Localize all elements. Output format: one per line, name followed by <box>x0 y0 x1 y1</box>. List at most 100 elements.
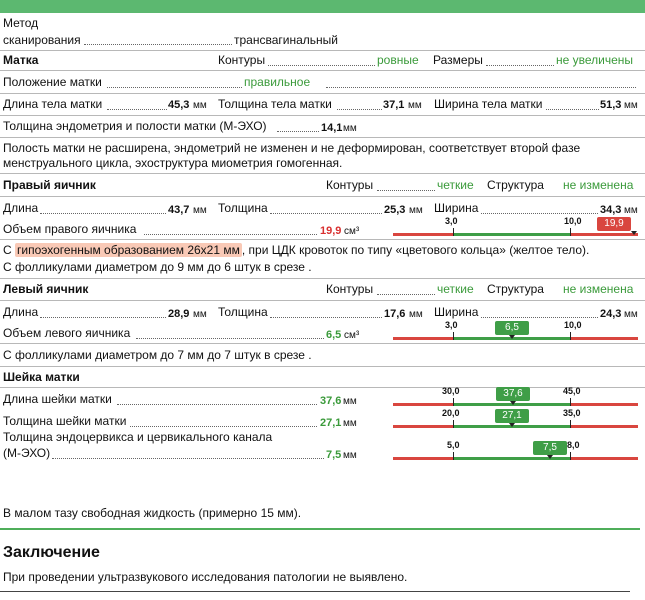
endometrium-label: Толщина эндометрия и полости матки (М-ЭХ… <box>3 119 267 133</box>
uterus-position-label: Положение матки <box>3 75 102 89</box>
right-ovary-length-value: 43,7 <box>168 204 190 216</box>
cervix-length-gauge: 30,0 45,0 37,6 <box>393 385 638 407</box>
cervix-length-label: Длина шейки матки <box>3 392 112 406</box>
gauge-pointer <box>509 335 515 339</box>
dotted-leader <box>52 458 324 459</box>
unit: мм <box>343 418 357 429</box>
gauge-value-badge: 6,5 <box>495 321 529 335</box>
right-ovary-structure-value: не изменена <box>563 178 634 192</box>
uterus-contour-label: Контуры <box>218 53 266 67</box>
uterus-title: Матка <box>3 53 39 67</box>
gauge-max-label: 35,0 <box>563 408 581 418</box>
cervix-thickness-value: 27,1 <box>320 417 342 429</box>
uterus-size-label: Размеры <box>433 53 483 67</box>
right-ovary-width-label: Ширина <box>434 201 479 215</box>
dotted-leader <box>136 338 324 339</box>
dotted-leader <box>144 234 317 235</box>
dotted-leader <box>326 87 636 88</box>
right-ovary-length-label: Длина <box>3 201 39 215</box>
gauge-min-label: 30,0 <box>442 386 460 396</box>
left-ovary-contour-label: Контуры <box>326 282 374 296</box>
dotted-leader <box>107 87 242 88</box>
left-ovary-width-value: 24,3 <box>600 308 622 320</box>
uterus-width-label: Ширина тела матки <box>434 97 543 111</box>
uterus-size-value: не увеличены <box>556 53 634 67</box>
method-value: трансвагинальный <box>234 33 338 47</box>
method-label-2: сканирования <box>3 33 81 47</box>
unit: мм <box>193 309 207 320</box>
dotted-leader <box>268 65 375 66</box>
endometrium-value: 14,1 <box>321 122 343 134</box>
gauge-max-label: 45,0 <box>563 386 581 396</box>
left-ovary-volume-label: Объем левого яичника <box>3 326 131 340</box>
divider <box>0 343 645 344</box>
unit: мм <box>409 205 423 216</box>
unit: мм <box>409 309 423 320</box>
divider <box>0 196 645 197</box>
uterus-length-label: Длина тела матки <box>3 97 103 111</box>
gauge-min-label: 20,0 <box>442 408 460 418</box>
uterus-length-value: 45,3 <box>168 99 190 111</box>
right-ovary-note-line-2: С фолликулами диаметром до 9 мм до 6 шту… <box>3 260 312 274</box>
uterus-width-value: 51,3 <box>600 99 622 111</box>
divider <box>0 173 645 174</box>
conclusion-text: При проведении ультразвукового исследова… <box>3 570 408 584</box>
gauge-max-label: 8,0 <box>567 440 580 450</box>
cervix-thickness-gauge: 20,0 35,0 27,1 <box>393 407 638 429</box>
divider <box>0 50 645 51</box>
right-ovary-volume-gauge: 3,0 10,0 19,9 <box>393 215 638 237</box>
divider <box>0 137 645 138</box>
unit: мм <box>193 205 207 216</box>
right-ovary-contour-label: Контуры <box>326 178 374 192</box>
uterus-thickness-value: 37,1 <box>383 99 405 111</box>
unit: мм <box>343 450 357 461</box>
uterus-position-value: правильное <box>244 75 311 89</box>
gauge-value-badge: 37,6 <box>496 387 530 401</box>
dotted-leader <box>270 317 382 318</box>
left-ovary-contour-value: четкие <box>437 282 474 296</box>
gauge-max-label: 10,0 <box>564 320 582 330</box>
right-ovary-volume-value: 19,9 <box>320 225 342 237</box>
divider <box>0 115 645 116</box>
unit: мм <box>343 123 357 134</box>
highlighted-finding: гипоэхогенным образованием 26х21 мм <box>15 243 242 257</box>
conclusion-title: Заключение <box>3 544 100 561</box>
divider <box>0 300 645 301</box>
unit: мм <box>343 396 357 407</box>
left-ovary-width-label: Ширина <box>434 305 479 319</box>
divider <box>0 70 645 71</box>
unit: см³ <box>344 330 360 341</box>
gauge-pointer <box>631 231 637 235</box>
endocervix-label-2: (М-ЭХО) <box>3 446 51 460</box>
right-ovary-thickness-value: 25,3 <box>384 204 406 216</box>
left-ovary-thickness-value: 17,6 <box>384 308 406 320</box>
gauge-pointer <box>547 455 553 459</box>
right-ovary-width-value: 34,3 <box>600 204 622 216</box>
uterus-thickness-label: Толщина тела матки <box>218 97 332 111</box>
left-ovary-note: С фолликулами диаметром до 7 мм до 7 шту… <box>3 348 312 362</box>
dotted-leader <box>40 213 166 214</box>
dotted-leader <box>546 109 599 110</box>
dotted-leader <box>117 404 317 405</box>
method-label: Метод <box>3 16 39 30</box>
left-ovary-length-value: 28,9 <box>168 308 190 320</box>
section-divider <box>0 528 640 530</box>
note-prefix: С <box>3 243 15 257</box>
dotted-leader <box>107 109 167 110</box>
uterus-contour-value: ровные <box>377 53 419 67</box>
right-ovary-note: С гипоэхогенным образованием 26х21 мм, п… <box>3 243 589 257</box>
right-ovary-title: Правый яичник <box>3 178 96 192</box>
divider <box>0 93 645 94</box>
dotted-leader <box>481 317 598 318</box>
gauge-min-label: 3,0 <box>445 320 458 330</box>
right-ovary-contour-value: четкие <box>437 178 474 192</box>
dotted-leader <box>277 131 319 132</box>
gauge-min-label: 3,0 <box>445 216 458 226</box>
left-ovary-volume-value: 6,5 <box>326 329 342 341</box>
unit: мм <box>193 100 207 111</box>
endocervix-gauge: 5,0 8,0 7,5 <box>393 439 638 461</box>
dotted-leader <box>270 213 382 214</box>
endocervix-label: Толщина эндоцервикса и цервикального кан… <box>3 430 273 444</box>
left-ovary-thickness-label: Толщина <box>218 305 268 319</box>
free-fluid-note: В малом тазу свободная жидкость (примерн… <box>3 506 302 520</box>
